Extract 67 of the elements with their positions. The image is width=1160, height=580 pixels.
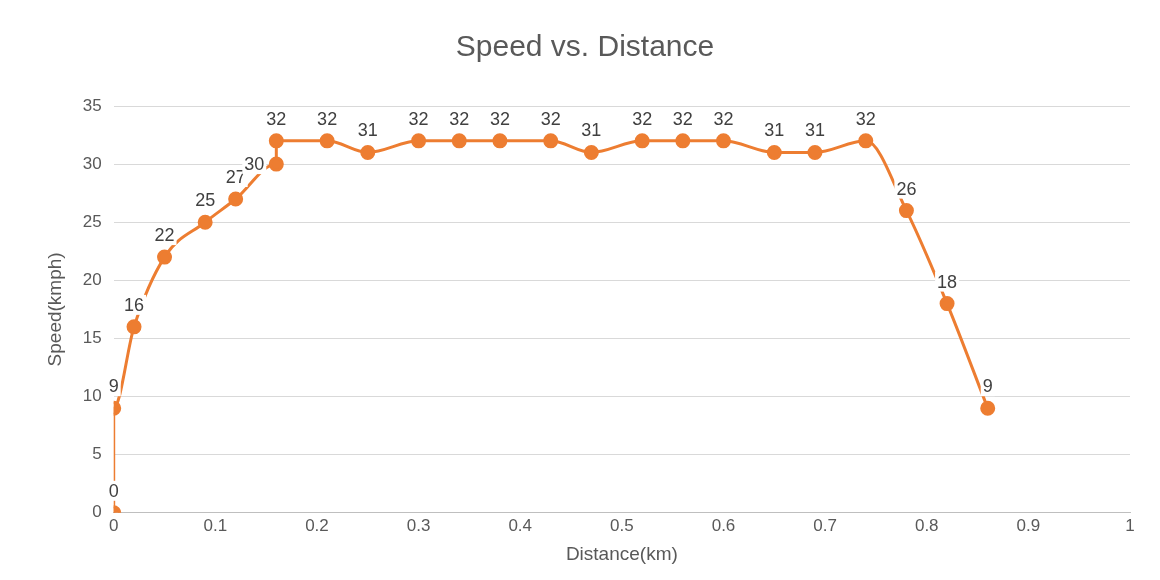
data-label: 32	[317, 108, 338, 129]
y-axis-title: Speed(kmph)	[43, 252, 65, 367]
data-label: 9	[982, 376, 993, 397]
data-label: 18	[937, 271, 958, 292]
data-label: 30	[244, 154, 265, 175]
point	[980, 400, 996, 416]
data-label: 31	[357, 120, 378, 141]
data-label: 26	[896, 178, 917, 199]
point	[411, 133, 427, 149]
point	[492, 133, 508, 149]
data-label: 32	[632, 108, 653, 129]
point	[807, 144, 823, 160]
point	[268, 156, 284, 172]
point	[858, 133, 874, 149]
x-tick-label: 0.6	[711, 515, 736, 535]
point	[543, 133, 559, 149]
x-tick-label: 0.5	[610, 515, 634, 535]
y-tick-label: 0	[92, 502, 102, 522]
point	[197, 214, 213, 230]
x-axis-title: Distance(km)	[565, 542, 678, 564]
point	[634, 133, 650, 149]
y-tick-label: 5	[92, 444, 102, 464]
y-tick-label: 30	[82, 153, 102, 173]
y-tick-label: 35	[82, 95, 102, 115]
y-tick-label: 10	[82, 386, 102, 406]
data-label: 32	[449, 108, 470, 129]
point	[675, 133, 691, 149]
data-label: 32	[266, 108, 287, 129]
x-tick-label: 0	[108, 515, 119, 535]
data-label: 31	[764, 120, 785, 141]
x-tick-label: 1	[1125, 515, 1135, 535]
point	[451, 133, 467, 149]
data-label: 22	[154, 225, 175, 246]
x-tick-label: 0.4	[508, 515, 533, 535]
data-label: 32	[713, 108, 734, 129]
x-tick-label: 0.8	[914, 515, 939, 535]
data-label: 32	[672, 108, 693, 129]
y-tick-label: 25	[82, 211, 102, 231]
data-label: 16	[124, 294, 145, 315]
data-label: 9	[108, 376, 119, 397]
point	[583, 144, 599, 160]
x-tick-label: 0.2	[305, 515, 329, 535]
point	[319, 133, 335, 149]
x-tick-label: 0.1	[203, 515, 228, 535]
point	[157, 249, 173, 265]
point	[898, 203, 914, 219]
x-tick-label: 0.9	[1016, 515, 1041, 535]
data-label: 32	[855, 108, 876, 129]
chart-title: Speed vs. Distance	[455, 29, 715, 63]
point	[228, 191, 244, 207]
point	[126, 319, 142, 335]
y-tick-label: 20	[82, 270, 102, 290]
data-label: 31	[581, 120, 602, 141]
data-label: 32	[489, 108, 510, 129]
data-label: 31	[804, 120, 825, 141]
data-label: 25	[195, 190, 216, 211]
data-label: 0	[108, 480, 119, 501]
point	[939, 296, 955, 312]
data-label: 32	[408, 108, 429, 129]
x-tick-label: 0.7	[813, 515, 837, 535]
data-label: 32	[540, 108, 561, 129]
y-tick-label: 15	[82, 328, 102, 348]
point	[268, 133, 284, 149]
point	[715, 133, 731, 149]
point	[766, 144, 782, 160]
point	[360, 144, 376, 160]
x-tick-label: 0.3	[406, 515, 431, 535]
